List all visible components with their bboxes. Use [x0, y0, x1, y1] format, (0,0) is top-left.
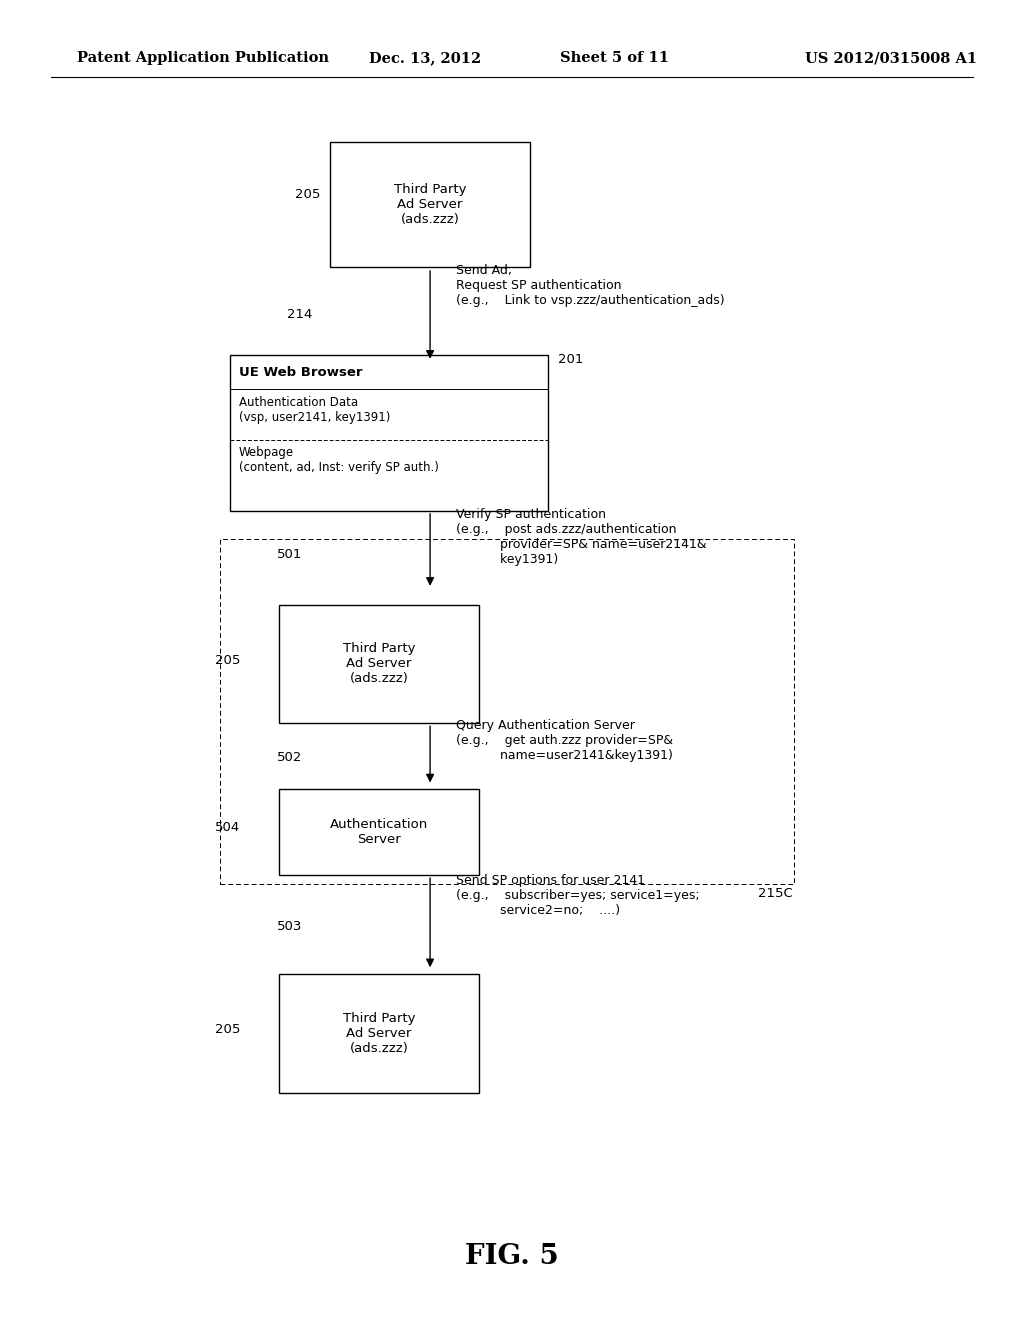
Text: Sheet 5 of 11: Sheet 5 of 11 — [560, 51, 669, 65]
Text: 504: 504 — [215, 821, 241, 834]
Text: 503: 503 — [276, 920, 302, 933]
Text: Send Ad;
Request SP authentication
(e.g.,    Link to vsp.zzz/authentication_ads): Send Ad; Request SP authentication (e.g.… — [456, 264, 724, 308]
Bar — [220, 539, 794, 884]
Text: Authentication Data
(vsp, user2141, key1391): Authentication Data (vsp, user2141, key1… — [239, 396, 390, 424]
Text: 501: 501 — [276, 548, 302, 561]
Text: US 2012/0315008 A1: US 2012/0315008 A1 — [805, 51, 977, 65]
Text: Third Party
Ad Server
(ads.zzz): Third Party Ad Server (ads.zzz) — [343, 643, 415, 685]
Text: Authentication
Server: Authentication Server — [330, 817, 428, 846]
Text: Patent Application Publication: Patent Application Publication — [77, 51, 329, 65]
Text: Send SP options for user 2141
(e.g.,    subscriber=yes; service1=yes;
          : Send SP options for user 2141 (e.g., sub… — [456, 874, 699, 917]
Bar — [279, 605, 478, 723]
Text: FIG. 5: FIG. 5 — [465, 1243, 559, 1270]
Text: 205: 205 — [215, 653, 241, 667]
Text: 205: 205 — [215, 1023, 241, 1036]
Bar — [279, 788, 478, 874]
Bar — [279, 974, 478, 1093]
Bar — [330, 143, 530, 267]
Text: Webpage
(content, ad, Inst: verify SP auth.): Webpage (content, ad, Inst: verify SP au… — [239, 446, 438, 474]
Text: Third Party
Ad Server
(ads.zzz): Third Party Ad Server (ads.zzz) — [343, 1012, 415, 1055]
Text: UE Web Browser: UE Web Browser — [239, 366, 362, 379]
Text: 201: 201 — [558, 352, 584, 366]
Text: 214: 214 — [287, 308, 312, 321]
Text: Dec. 13, 2012: Dec. 13, 2012 — [369, 51, 481, 65]
Text: 205: 205 — [295, 187, 319, 201]
Text: Verify SP authentication
(e.g.,    post ads.zzz/authentication
           provid: Verify SP authentication (e.g., post ads… — [456, 508, 707, 566]
Text: 215C: 215C — [758, 887, 793, 900]
Text: Third Party
Ad Server
(ads.zzz): Third Party Ad Server (ads.zzz) — [394, 183, 466, 226]
Text: 502: 502 — [276, 751, 302, 764]
Bar — [230, 355, 548, 511]
Text: Query Authentication Server
(e.g.,    get auth.zzz provider=SP&
           name=: Query Authentication Server (e.g., get a… — [456, 719, 673, 763]
